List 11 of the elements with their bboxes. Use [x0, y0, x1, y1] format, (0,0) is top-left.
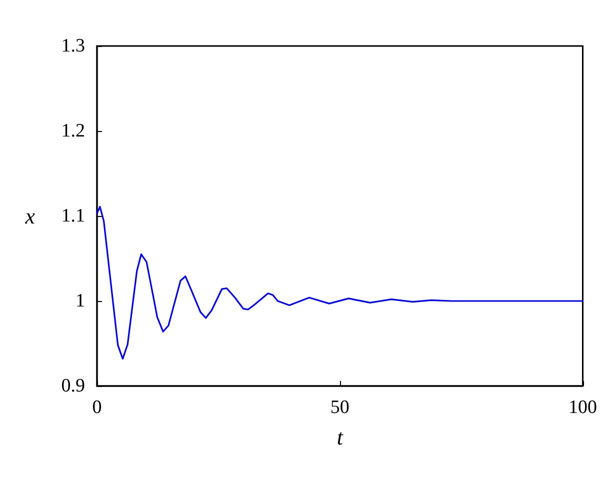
- y-tick-label: 1: [76, 290, 85, 312]
- y-tick-label: 1.1: [61, 206, 85, 226]
- x-axis-title: t: [336, 424, 344, 450]
- y-tick-label: 1.2: [61, 120, 85, 142]
- x-tick-label: 0: [92, 397, 102, 418]
- x-tick-label: 100: [568, 397, 597, 418]
- y-tick-label: 1.3: [61, 36, 85, 56]
- y-axis-title: x: [24, 204, 36, 228]
- x-tick-label: 50: [330, 397, 350, 418]
- line-series: [96, 206, 584, 360]
- y-tick-label: 0.9: [61, 376, 85, 396]
